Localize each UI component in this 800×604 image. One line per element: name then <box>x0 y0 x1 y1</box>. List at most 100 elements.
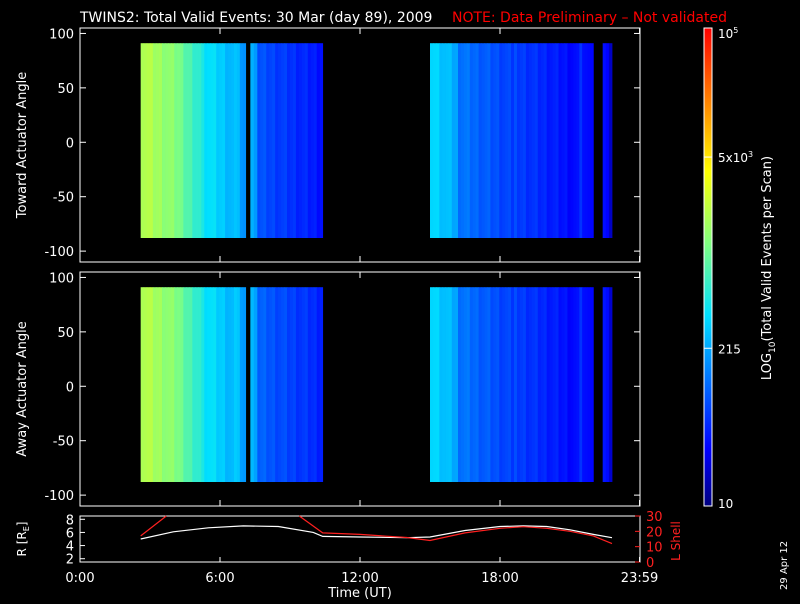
colorbar-tick-label: 10 <box>718 497 733 511</box>
heatmap-cell <box>573 287 577 482</box>
heatmap-cell <box>502 43 506 239</box>
heatmap-cell <box>433 287 437 482</box>
y-tick-label-right: 10 <box>646 541 663 556</box>
heatmap-cell <box>210 287 214 482</box>
heatmap-cell <box>304 287 309 482</box>
heatmap-cell <box>519 287 524 482</box>
heatmap-cell <box>284 287 288 482</box>
heatmap-cell <box>195 287 199 482</box>
heatmap-cell <box>140 287 145 482</box>
heatmap-cell <box>171 43 175 239</box>
heatmap-cell <box>430 287 434 482</box>
heatmap-cell <box>269 43 273 239</box>
heatmap-cell <box>537 287 542 482</box>
heatmap-cell <box>590 287 594 482</box>
heatmap-cell <box>236 287 241 482</box>
heatmap-cell <box>290 287 294 482</box>
heatmap-cell <box>316 43 321 239</box>
heatmap-cell <box>260 287 264 482</box>
heatmap-cell <box>183 43 187 239</box>
heatmap-cell <box>257 43 261 239</box>
heatmap-cell <box>576 43 580 239</box>
heatmap-cell <box>478 43 482 239</box>
y-tick-label-left: 6 <box>66 526 74 541</box>
y-tick-label: -50 <box>53 435 74 450</box>
heatmap-cell <box>165 43 169 239</box>
heatmap-cell <box>158 43 163 239</box>
heatmap-cell <box>564 43 568 239</box>
heatmap-cell <box>442 287 446 482</box>
heatmap-cell <box>143 43 148 239</box>
heatmap-cell <box>310 287 315 482</box>
heatmap-cell <box>239 43 244 239</box>
heatmap-cell <box>451 287 456 482</box>
heatmap-cell <box>472 287 477 482</box>
heatmap-cell <box>177 287 181 482</box>
heatmap-cell <box>439 287 443 482</box>
heatmap-cell <box>204 43 208 239</box>
heatmap-cell <box>278 43 282 239</box>
preliminary-note: NOTE: Data Preliminary – Not validated <box>452 10 727 26</box>
heatmap-cell <box>174 43 178 239</box>
heatmap-cell <box>292 43 297 239</box>
heatmap-cell <box>242 43 247 239</box>
heatmap-cell <box>546 287 551 482</box>
heatmap-cell <box>505 43 509 239</box>
heatmap-cell <box>540 43 545 239</box>
heatmap-cell <box>460 287 465 482</box>
colorbar-tick-label: 105 <box>718 26 738 41</box>
heatmap-cell <box>570 287 574 482</box>
heatmap-cell <box>149 43 154 239</box>
heatmap-cell <box>180 287 184 482</box>
heatmap-cell <box>490 43 494 239</box>
heatmap-cell <box>174 287 178 482</box>
heatmap-cell <box>579 43 583 239</box>
y-tick-label: 100 <box>49 271 74 286</box>
y-tick-label: 100 <box>49 27 74 42</box>
y-tick-label: -100 <box>44 489 74 504</box>
heatmap-cell <box>228 43 232 239</box>
heatmap-cell <box>301 287 306 482</box>
heatmap-cell <box>162 43 166 239</box>
heatmap-cell <box>587 43 591 239</box>
colorbar-tick-base: 5x10 <box>718 151 748 165</box>
heatmap-cell <box>313 43 318 239</box>
heatmap-cell <box>516 287 521 482</box>
heatmap-cell <box>275 287 279 482</box>
heatmap-cell <box>537 43 542 239</box>
heatmap-cell <box>493 287 497 482</box>
heatmap-cell <box>496 43 500 239</box>
heatmap-cell <box>528 287 533 482</box>
colorbar-tick-base: 215 <box>718 342 741 356</box>
heatmap-cell <box>567 287 571 482</box>
heatmap-cell <box>451 43 456 239</box>
heatmap-cell <box>511 287 515 482</box>
heatmap-cell <box>310 43 315 239</box>
heatmap-cell <box>171 287 175 482</box>
colorbar-gradient <box>703 27 713 507</box>
heatmap-cell <box>555 287 559 482</box>
heatmap-cell <box>502 287 506 482</box>
heatmap-cell <box>531 287 536 482</box>
x-tick-label: 12:00 <box>341 571 378 586</box>
heatmap-cell <box>516 43 521 239</box>
y-axis-label-right: L Shell <box>669 521 683 561</box>
heatmap-cell <box>558 287 562 482</box>
heatmap-cell <box>219 43 223 239</box>
heatmap-cell <box>454 43 459 239</box>
orbit-frame <box>79 515 641 563</box>
heatmap-cell <box>525 287 530 482</box>
heatmap-cell <box>304 43 309 239</box>
heatmap-cell <box>573 43 577 239</box>
heatmap-cell <box>158 287 163 482</box>
heatmap-cell <box>508 43 512 239</box>
heatmap-cell <box>180 43 184 239</box>
heatmap-cell <box>216 43 220 239</box>
heatmap-cell <box>201 287 205 482</box>
heatmap-cell <box>433 43 437 239</box>
heatmap-cell <box>448 43 453 239</box>
x-tick-label: 23:59 <box>621 571 658 586</box>
heatmap-cell <box>584 287 589 482</box>
heatmap-cell <box>222 43 226 239</box>
